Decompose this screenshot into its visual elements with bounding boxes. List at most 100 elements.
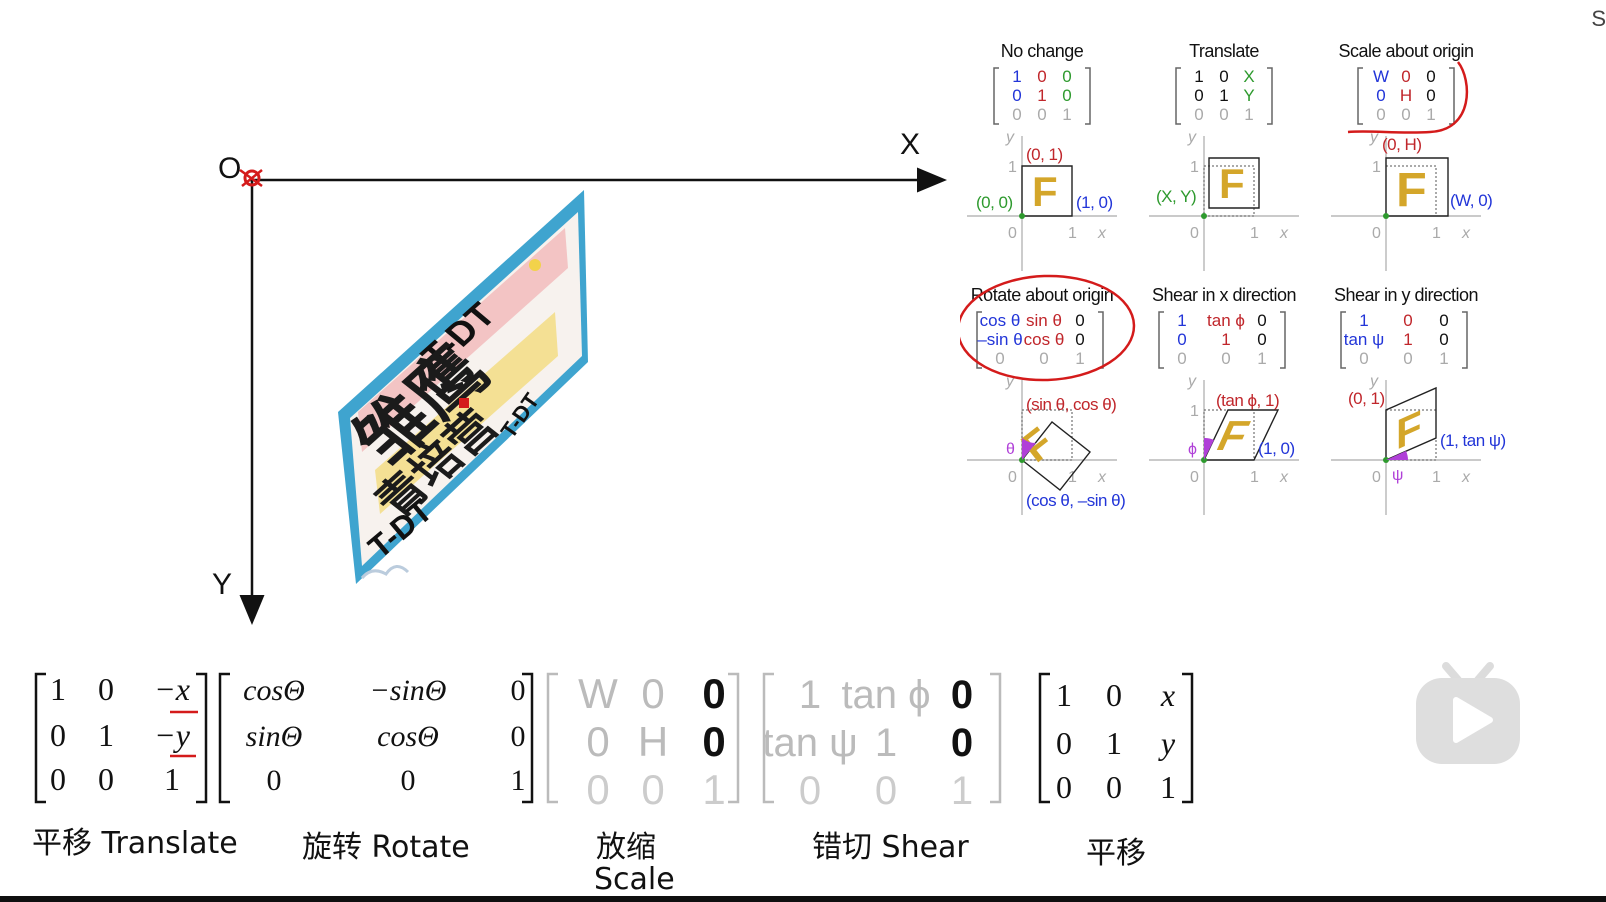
matrix-translate-back: 1 0 x0 1 y0 0 1	[1038, 672, 1194, 805]
transform-title: Rotate about origin	[971, 285, 1114, 305]
y-axis-label: Y	[212, 568, 232, 601]
f-glyph: F	[1013, 418, 1062, 471]
matrix-entry: 0	[641, 670, 664, 717]
label-scale-en: Scale	[594, 862, 675, 897]
matrix-cell: 0	[1426, 67, 1435, 86]
axis-label: x	[1279, 469, 1289, 486]
axis-label: 1	[1008, 159, 1017, 176]
matrix-cell: 0	[1219, 67, 1228, 86]
matrix-entry: 1	[951, 769, 973, 813]
matrix-entry: 1	[511, 764, 526, 797]
matrix-cell: 0	[1012, 86, 1021, 105]
transform-matrix: cos θ sin θ 0–sin θ cos θ 00 0 1	[976, 311, 1104, 369]
transform-title: No change	[1001, 41, 1084, 61]
matrix-cell: 0	[1075, 311, 1084, 330]
matrix-entry: 1	[1106, 725, 1122, 761]
matrix-entry: 0	[50, 761, 66, 797]
matrix-cell: 0	[1359, 349, 1368, 368]
matrix-cell: 0	[1037, 67, 1046, 86]
coordinate-diagram: O X Y T-DT 雏鹰 青培营 T-DT T-DT	[212, 128, 947, 625]
axis-label: x	[1461, 225, 1471, 242]
angle-wedge	[1022, 438, 1036, 460]
axis-label: 0	[1372, 225, 1381, 242]
angle-label: θ	[1006, 441, 1015, 458]
axis-label: y	[1369, 129, 1379, 146]
matrix-cell: 0	[1062, 67, 1071, 86]
matrix-entry: tan ψ	[762, 721, 857, 765]
label-shear: 错切 Shear	[812, 830, 969, 865]
matrix-entry: 0	[511, 674, 526, 707]
matrix-cell: 1	[1037, 86, 1046, 105]
matrix-cell: 0	[1376, 86, 1385, 105]
matrix-entry: 0	[267, 764, 282, 797]
point-label: (0, H)	[1382, 135, 1422, 154]
bottom-bar	[0, 896, 1606, 902]
matrix-cell: sin θ	[1026, 311, 1062, 330]
axis-label: 1	[1068, 225, 1077, 242]
transform-title: Shear in x direction	[1152, 285, 1296, 305]
point-label: (0, 0)	[976, 193, 1013, 212]
matrix-cell: 0	[1257, 311, 1266, 330]
axis-label: x	[1097, 225, 1107, 242]
label-translate: 平移 Translate	[32, 826, 238, 861]
play-button[interactable]	[1412, 662, 1524, 768]
axis-label: 0	[1008, 469, 1017, 486]
matrix-entry: y	[1158, 725, 1176, 761]
axis-label: 0	[1372, 469, 1381, 486]
matrix-cell: 0	[1194, 105, 1203, 124]
matrix-entry: 0	[98, 671, 114, 707]
matrix-cell: 1	[1075, 349, 1084, 368]
axis-label: 1	[1250, 225, 1259, 242]
transform-plot: y x 0 1Fθ (sin θ, cos θ) (cos θ, –sin θ)	[967, 373, 1126, 515]
f-glyph: F	[1210, 413, 1256, 460]
label-scale: 放缩	[596, 830, 656, 865]
matrix-cell: tan ϕ	[1207, 311, 1245, 330]
label-translate-back: 平移	[1086, 836, 1146, 871]
matrix-cell: 1	[1439, 349, 1448, 368]
matrix-entry: 0	[702, 670, 725, 717]
point-label: (0, 1)	[1026, 145, 1063, 164]
matrix-cell: 0	[1439, 311, 1448, 330]
matrix-cell: 1	[1194, 67, 1203, 86]
matrix-entry: W	[578, 670, 618, 717]
matrix-entry: cosΘ	[243, 674, 305, 707]
matrix-cell: 1	[1403, 330, 1412, 349]
point-label: (X, Y)	[1156, 187, 1196, 206]
transform-plot: y x 0 1Fψ (0, 1) (1, tan ψ)	[1331, 373, 1506, 515]
matrix-entry: H	[638, 718, 668, 765]
origin-label: O	[218, 152, 241, 185]
point-label: (1, 0)	[1258, 439, 1295, 458]
point-label: (1, tan ψ)	[1440, 431, 1506, 450]
axis-label: 1	[1432, 225, 1441, 242]
point-label: (W, 0)	[1450, 191, 1492, 210]
matrix-cell: 0	[1221, 349, 1230, 368]
matrix-cell: 1	[1244, 105, 1253, 124]
matrix-cell: 1	[1426, 105, 1435, 124]
matrix-entry: 0	[1056, 725, 1072, 761]
matrix-entry: 0	[98, 761, 114, 797]
point-label: (0, 1)	[1348, 389, 1385, 408]
matrix-entry: 0	[586, 766, 609, 813]
axis-label: 0	[1008, 225, 1017, 242]
label-rotate: 旋转 Rotate	[302, 830, 470, 865]
transform-matrix: 1 0 00 1 00 0 1	[993, 67, 1091, 125]
f-glyph: F	[1219, 160, 1245, 207]
transform-title: Shear in y direction	[1334, 285, 1478, 305]
axis-label: 1	[1068, 469, 1077, 486]
axis-label: x	[1097, 469, 1107, 486]
matrix-cell: 0	[1219, 105, 1228, 124]
matrix-cell: cos θ	[980, 311, 1021, 330]
matrix-entry: 1	[875, 721, 897, 765]
angle-label: ϕ	[1188, 441, 1197, 458]
matrix-entry: tan ϕ	[841, 673, 930, 717]
matrix-entry: 0	[951, 673, 973, 717]
transform-matrix: 1 0 X0 1 Y0 0 1	[1175, 67, 1273, 125]
f-glyph: F	[1396, 401, 1422, 459]
f-glyph: F	[1396, 163, 1427, 217]
matrix-entry: sinΘ	[246, 720, 303, 753]
matrix-entry: 0	[401, 764, 416, 797]
